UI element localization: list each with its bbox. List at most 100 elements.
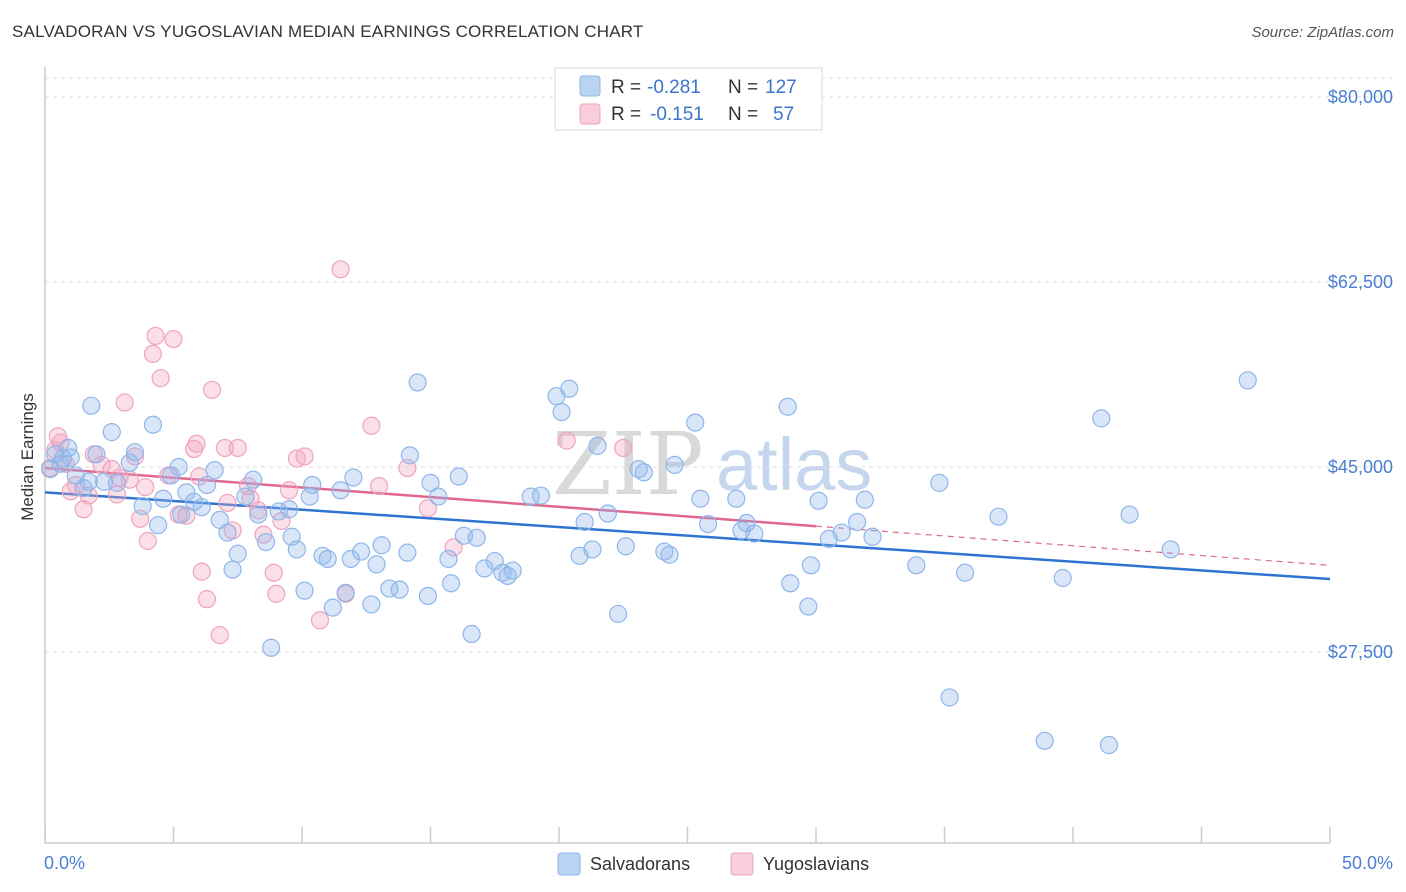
point-salvadorans [989,507,1008,526]
point-salvadorans [575,512,594,532]
point-salvadorans [1238,371,1257,390]
point-yugoslavians [444,538,463,557]
point-yugoslavians [115,393,134,412]
y-tick-labels: $27,500 $45,000 $62,500 $80,000 [1328,87,1393,662]
point-yugoslavians [228,438,247,458]
trend-line-salvadorans [44,491,1331,581]
point-salvadorans [1120,505,1139,524]
point-salvadorans [120,453,139,472]
point-salvadorans [745,524,764,543]
point-salvadorans [634,463,653,482]
bottom-legend-label-yugoslavians: Yugoslavians [763,854,869,874]
point-yugoslavians [151,369,170,388]
point-salvadorans [154,489,173,508]
point-yugoslavians [331,260,350,279]
point-salvadorans [727,489,746,508]
point-salvadorans [1053,568,1072,588]
point-salvadorans [218,523,237,542]
point-yugoslavians [267,584,286,603]
point-salvadorans [323,598,342,617]
point-salvadorans [172,505,191,524]
point-salvadorans [655,542,674,561]
point-salvadorans [691,489,710,508]
chart-source: Source: ZipAtlas.com [1251,24,1394,41]
point-yugoslavians [254,525,273,544]
y-tick-label: $80,000 [1328,87,1393,107]
point-salvadorans [223,560,242,579]
point-salvadorans [79,472,98,491]
point-salvadorans [400,446,420,465]
point-salvadorans [660,545,679,564]
point-salvadorans [832,523,851,542]
point-salvadorans [169,457,188,477]
bottom-legend-swatch-salvadorans [557,852,581,876]
point-salvadorans [280,500,299,519]
point-salvadorans [429,487,448,506]
point-salvadorans [863,527,882,546]
point-yugoslavians [136,477,155,497]
point-salvadorans [341,549,360,569]
point-salvadorans [344,468,363,487]
point-salvadorans [809,491,828,510]
point-salvadorans [907,556,926,575]
point-salvadorans [609,604,628,624]
point-salvadorans [531,486,551,505]
point-yugoslavians [264,563,283,582]
legend-n-label: N = [728,77,758,98]
point-yugoslavians [146,326,165,346]
point-salvadorans [1161,540,1180,559]
chart-title: SALVADORAN VS YUGOSLAVIAN MEDIAN EARNING… [12,22,644,41]
point-salvadorans [552,402,571,422]
point-salvadorans [362,595,381,614]
x-tick-label-min: 0.0% [44,853,85,873]
point-salvadorans [133,497,152,516]
point-salvadorans [205,461,224,480]
point-salvadorans [421,473,440,492]
point-salvadorans [698,514,718,534]
point-salvadorans [102,423,121,442]
point-yugoslavians [74,500,93,519]
point-salvadorans [87,445,106,464]
point-salvadorans [598,504,617,523]
point-salvadorans [583,540,602,559]
point-salvadorans [177,483,196,502]
point-salvadorans [439,549,458,569]
legend-n-value: 57 [773,104,794,125]
point-salvadorans [930,473,949,492]
x-tick-label-max: 50.0% [1342,853,1393,873]
bottom-legend: Salvadorans Yugoslavians [557,852,869,876]
axes [44,67,1331,844]
point-salvadorans [498,566,517,585]
point-salvadorans [398,543,417,562]
legend-r-value: -0.281 [647,77,701,98]
trend-lines [44,466,1331,581]
y-tick-label: $62,500 [1328,272,1393,292]
point-yugoslavians [192,562,211,581]
point-salvadorans [318,549,337,569]
point-salvadorans [1099,735,1119,755]
point-salvadorans [228,544,247,563]
point-salvadorans [262,638,281,657]
point-salvadorans [61,448,80,467]
point-salvadorans [192,498,211,517]
legend-swatch-salvadorans [579,75,601,97]
point-salvadorans [53,449,73,468]
data-points [41,260,1257,755]
legend: R = -0.281 N = 127 R = -0.151 N = 57 [554,67,823,131]
point-salvadorans [295,581,314,600]
point-salvadorans [441,574,461,593]
point-salvadorans [372,536,391,555]
point-yugoslavians [310,611,330,630]
point-salvadorans [503,561,522,580]
y-tick-label: $45,000 [1328,457,1393,477]
legend-r-label: R = [611,77,641,98]
legend-swatch-yugoslavians [579,103,601,125]
legend-n-value: 127 [765,77,797,98]
point-salvadorans [560,379,579,398]
legend-r-value: -0.151 [650,104,704,125]
y-tick-label: $27,500 [1328,642,1393,662]
point-yugoslavians [164,329,183,349]
bottom-legend-label-salvadorans: Salvadorans [590,854,690,874]
point-salvadorans [686,413,705,432]
point-salvadorans [1035,731,1054,750]
